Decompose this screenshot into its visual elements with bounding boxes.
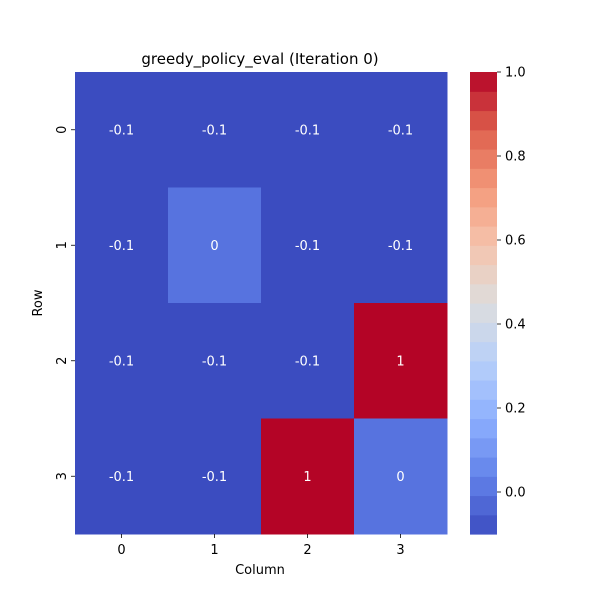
x-axis-label: Column (235, 563, 285, 578)
colorbar-band (470, 457, 497, 477)
colorbar-band (470, 360, 497, 381)
colorbar-band (470, 206, 497, 227)
heatmap-cell (75, 418, 169, 535)
y-tick-label: 1 (55, 241, 70, 249)
colorbar-tick-label: 1.0 (505, 66, 526, 81)
heatmap-cell-label: 1 (303, 470, 311, 485)
heatmap-cell (261, 418, 355, 535)
heatmap-cells (75, 72, 448, 535)
colorbar-band (470, 283, 497, 304)
heatmap-cell (354, 418, 448, 535)
colorbar-band (470, 226, 497, 246)
colorbar-band (470, 514, 497, 535)
heatmap-cell (354, 72, 448, 188)
heatmap-cell (75, 187, 169, 304)
colorbar-band (470, 168, 497, 189)
colorbar-band (470, 129, 497, 150)
heatmap-cell (75, 72, 169, 188)
colorbar-band (470, 399, 497, 420)
heatmap-cell-label: -0.1 (109, 354, 134, 369)
heatmap-cell (261, 187, 355, 304)
colorbar (470, 72, 497, 535)
colorbar-band (470, 341, 497, 362)
colorbar-band (470, 303, 497, 323)
heatmap-cell-label: -0.1 (202, 470, 227, 485)
colorbar-band (470, 322, 497, 343)
colorbar-band (470, 72, 497, 92)
heatmap-cell (168, 418, 262, 535)
x-tick-label: 0 (117, 543, 125, 558)
colorbar-band (470, 149, 497, 169)
heatmap-cell (354, 303, 448, 419)
x-axis-ticks: 0 1 2 3 (117, 534, 405, 558)
y-tick-label: 0 (55, 126, 70, 134)
heatmap-cell-label: -0.1 (295, 239, 320, 254)
heatmap-cell-label: -0.1 (202, 123, 227, 138)
heatmap-cell (261, 72, 355, 188)
colorbar-band (470, 91, 497, 112)
x-tick-label: 2 (303, 543, 311, 558)
colorbar-tick-label: 0.0 (505, 486, 526, 501)
colorbar-band (470, 418, 497, 439)
heatmap-cell-label: -0.1 (109, 239, 134, 254)
heatmap-cell-label: -0.1 (109, 470, 134, 485)
colorbar-band (470, 476, 497, 497)
colorbar-tick-label: 0.6 (505, 234, 526, 249)
heatmap-cell-label: -0.1 (109, 123, 134, 138)
heatmap-cell-label: -0.1 (388, 239, 413, 254)
colorbar-band (470, 110, 497, 131)
colorbar-band (470, 245, 497, 266)
colorbar-tick-label: 0.8 (505, 150, 526, 165)
x-tick-label: 3 (396, 543, 404, 558)
colorbar-band (470, 264, 497, 285)
heatmap-cell-label: -0.1 (202, 354, 227, 369)
colorbar-band (470, 495, 497, 516)
heatmap-cell-label: -0.1 (295, 123, 320, 138)
heatmap-cell (168, 72, 262, 188)
y-axis-ticks: 0 1 2 3 (55, 126, 75, 480)
heatmap-cell (261, 303, 355, 419)
x-tick-label: 1 (210, 543, 218, 558)
heatmap-cell (168, 187, 262, 304)
heatmap-cell-label: -0.1 (388, 123, 413, 138)
heatmap-cell-label: 0 (210, 239, 218, 254)
y-tick-label: 3 (55, 472, 70, 480)
y-tick-label: 2 (55, 357, 70, 365)
colorbar-tick-label: 0.2 (505, 402, 526, 417)
heatmap-cell (75, 303, 169, 419)
heatmap-cell-label: -0.1 (295, 354, 320, 369)
heatmap-cell (168, 303, 262, 419)
heatmap-cell-labels: -0.1 -0.1 -0.1 -0.1 -0.1 0 -0.1 -0.1 -0.1 -0.1 -0.… (109, 123, 413, 485)
colorbar-ticks: 0.0 0.2 0.4 0.6 0.8 1.0 (497, 66, 526, 501)
heatmap-cell-label: 1 (396, 354, 404, 369)
heatmap-cell-label: 0 (396, 470, 404, 485)
heatmap-cell (354, 187, 448, 304)
colorbar-tick-label: 0.4 (505, 318, 526, 333)
colorbar-band (470, 187, 497, 208)
colorbar-band (470, 437, 497, 458)
colorbar-band (470, 380, 497, 400)
chart-title: greedy_policy_eval (Iteration 0) (141, 50, 378, 69)
y-axis-label: Row (31, 289, 46, 316)
